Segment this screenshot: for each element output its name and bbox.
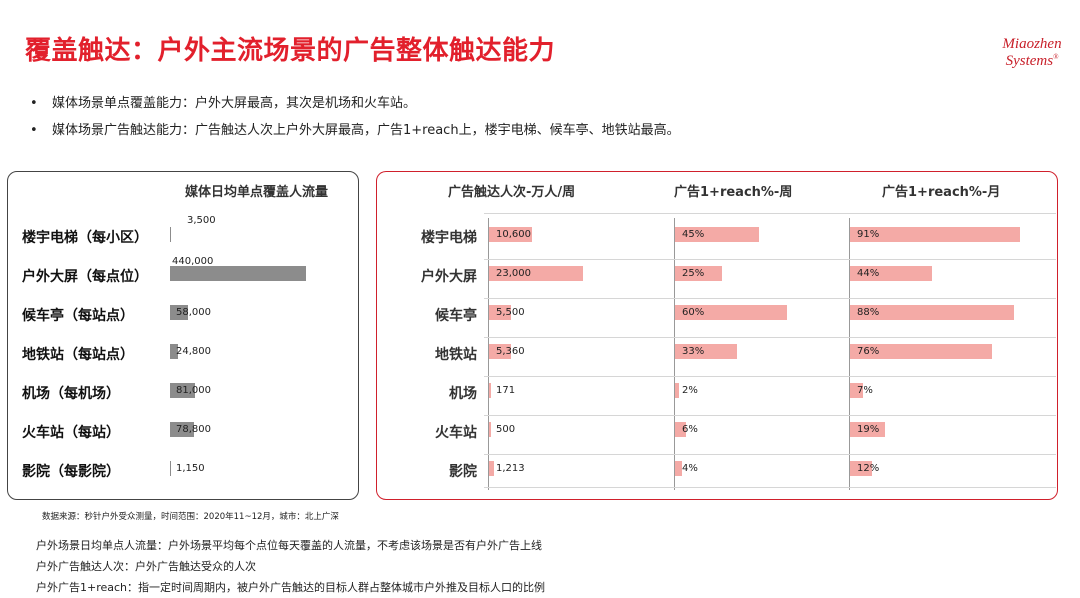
week-reach-value: 60% [682, 307, 705, 318]
miaozhen-logo: Miaozhen Systems® [1002, 36, 1062, 69]
month-reach-bar [850, 383, 864, 398]
coverage-bar [170, 383, 196, 398]
month-reach-bar [850, 305, 1015, 320]
impressions-bar [489, 227, 533, 242]
week-reach-value: 6% [682, 424, 698, 435]
logo-line-2: Systems® [1005, 53, 1059, 69]
definition-item: 户外广告1+reach：指一定时间周期内，被户外广告触达的目标人群占整体城市户外… [36, 581, 546, 594]
row-divider [484, 213, 1056, 214]
coverage-value: 24,800 [176, 346, 211, 357]
coverage-value: 1,150 [176, 463, 205, 474]
column-axis [849, 218, 850, 490]
row-divider [484, 376, 1056, 377]
coverage-bar [170, 461, 171, 476]
month-reach-bar [850, 461, 873, 476]
week-reach-value: 33% [682, 346, 705, 357]
definition-item: 户外广告触达人次：户外广告触达受众的人次 [36, 560, 256, 573]
right-row-label: 火车站 [435, 425, 477, 441]
left-row-label: 地铁站（每站点） [22, 347, 134, 363]
month-reach-bar [850, 422, 886, 437]
row-divider [484, 415, 1056, 416]
definition-item: 户外场景日均单点人流量：户外场景平均每个点位每天覆盖的人流量，不考虑该场景是否有… [36, 539, 542, 552]
right-row-label: 地铁站 [435, 347, 477, 363]
right-row-label: 影院 [449, 464, 477, 480]
definitions: 户外场景日均单点人流量：户外场景平均每个点位每天覆盖的人流量，不考虑该场景是否有… [36, 535, 545, 598]
right-row-label: 楼宇电梯 [421, 230, 477, 246]
week-reach-bar [675, 383, 679, 398]
coverage-value: 440,000 [172, 256, 214, 267]
page-title: 覆盖触达：户外主流场景的广告整体触达能力 [25, 36, 556, 66]
left-row-label: 户外大屏（每点位） [22, 269, 148, 285]
week-reach-column-header: 广告1+reach%-周 [674, 185, 793, 200]
month-reach-value: 12% [857, 463, 880, 474]
month-reach-column-header: 广告1+reach%-月 [882, 185, 1001, 200]
row-divider [484, 298, 1056, 299]
impressions-value: 23,000 [496, 268, 531, 279]
column-axis [674, 218, 675, 490]
coverage-value: 81,000 [176, 385, 211, 396]
impressions-bar [489, 305, 512, 320]
month-reach-value: 91% [857, 229, 880, 240]
left-row-label: 楼宇电梯（每小区） [22, 230, 148, 246]
month-reach-value: 44% [857, 268, 880, 279]
month-reach-bar [850, 344, 992, 359]
left-row-label: 候车亭（每站点） [22, 308, 134, 324]
impressions-bar [489, 344, 511, 359]
week-reach-bar [675, 344, 737, 359]
left-row-label: 火车站（每站） [22, 425, 120, 441]
right-row-label: 机场 [449, 386, 477, 402]
coverage-bar [170, 305, 188, 320]
impressions-value: 5,500 [496, 307, 525, 318]
row-divider [484, 337, 1056, 338]
impressions-value: 1,213 [496, 463, 525, 474]
month-reach-value: 7% [857, 385, 873, 396]
row-divider [484, 454, 1056, 455]
impressions-bar [489, 383, 491, 398]
week-reach-bar [675, 227, 759, 242]
impressions-value: 10,600 [496, 229, 531, 240]
coverage-value: 78,800 [176, 424, 211, 435]
logo-line-1: Miaozhen [1002, 36, 1062, 52]
impressions-bar [489, 461, 494, 476]
week-reach-value: 25% [682, 268, 705, 279]
bullet-item: 媒体场景单点覆盖能力：户外大屏最高，其次是机场和火车站。 [30, 90, 680, 117]
month-reach-bar [850, 266, 933, 281]
row-divider [484, 487, 1056, 488]
month-reach-value: 88% [857, 307, 880, 318]
coverage-bar [170, 422, 195, 437]
left-panel [7, 171, 359, 500]
month-reach-value: 76% [857, 346, 880, 357]
impressions-bar [489, 266, 583, 281]
month-reach-value: 19% [857, 424, 880, 435]
coverage-bar [170, 344, 178, 359]
bullet-list: 媒体场景单点覆盖能力：户外大屏最高，其次是机场和火车站。 媒体场景广告触达能力：… [30, 90, 680, 144]
week-reach-value: 45% [682, 229, 705, 240]
left-row-label: 机场（每机场） [22, 386, 120, 402]
week-reach-bar [675, 461, 683, 476]
coverage-bar [170, 227, 172, 242]
coverage-value: 58,000 [176, 307, 211, 318]
week-reach-value: 4% [682, 463, 698, 474]
source-note: 数据来源：秒针户外受众测量，时间范围：2020年11~12月，城市：北上广深 [42, 512, 339, 522]
right-row-label: 户外大屏 [421, 269, 477, 285]
week-reach-bar [675, 422, 687, 437]
left-column-header: 媒体日均单点覆盖人流量 [185, 185, 329, 200]
right-panel [376, 171, 1058, 500]
week-reach-value: 2% [682, 385, 698, 396]
impressions-value: 5,360 [496, 346, 525, 357]
impressions-value: 500 [496, 424, 516, 435]
week-reach-bar [675, 305, 787, 320]
bullet-item: 媒体场景广告触达能力：广告触达人次上户外大屏最高，广告1+reach上，楼宇电梯… [30, 117, 680, 144]
coverage-bar [170, 266, 306, 281]
impressions-value: 171 [496, 385, 516, 396]
column-axis [488, 218, 489, 490]
week-reach-bar [675, 266, 722, 281]
month-reach-bar [850, 227, 1020, 242]
left-row-label: 影院（每影院） [22, 464, 120, 480]
impressions-column-header: 广告触达人次-万人/周 [448, 185, 576, 200]
impressions-bar [489, 422, 492, 437]
coverage-value: 3,500 [187, 215, 216, 226]
row-divider [484, 259, 1056, 260]
right-row-label: 候车亭 [435, 308, 477, 324]
